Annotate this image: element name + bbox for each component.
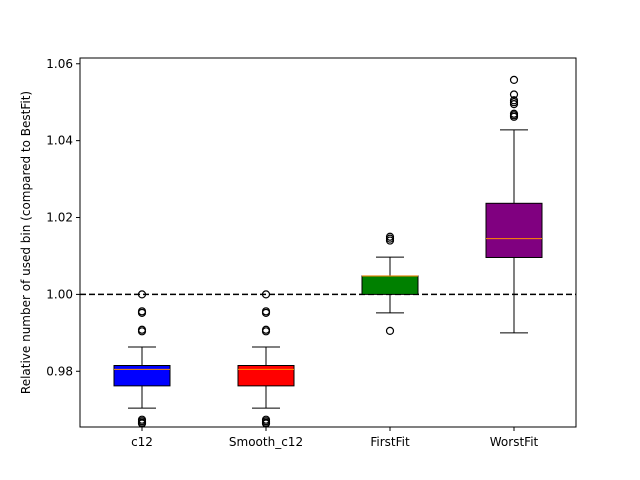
y-axis-label: Relative number of used bin (compared to… xyxy=(19,91,33,394)
outlier-point xyxy=(137,307,147,316)
box-c12 xyxy=(113,290,171,428)
y-tick-label: 0.98 xyxy=(46,364,73,378)
box-firstfit xyxy=(361,232,419,336)
outlier-point xyxy=(509,90,519,99)
box-iqr xyxy=(237,365,295,387)
outlier-point xyxy=(385,326,395,336)
box-iqr xyxy=(113,365,171,387)
outlier-point xyxy=(137,325,147,334)
box-iqr xyxy=(485,202,543,258)
y-tick-label: 1.04 xyxy=(46,134,73,148)
y-tick-label: 1.00 xyxy=(46,287,73,301)
x-tick-label: WorstFit xyxy=(490,435,539,449)
outlier-point xyxy=(509,109,519,118)
x-tick-label: Smooth_c12 xyxy=(229,435,303,449)
outlier-point xyxy=(385,232,395,241)
boxes xyxy=(113,75,543,428)
outlier-point xyxy=(261,415,271,424)
box-iqr xyxy=(361,275,419,295)
x-tick-label: c12 xyxy=(131,435,153,449)
outlier-point xyxy=(261,290,271,299)
box-worstfit xyxy=(485,75,543,334)
outlier-point xyxy=(261,307,271,316)
outlier-point xyxy=(261,325,271,334)
outlier-point xyxy=(509,96,519,105)
box-smooth-c12 xyxy=(237,290,295,428)
axes: 0.98 1.00 1.02 1.04 1.06 c12 Smooth_c12 FirstFi… xyxy=(46,57,577,449)
y-tick-label: 1.06 xyxy=(46,57,73,71)
y-tick-label: 1.02 xyxy=(46,211,73,225)
outlier-point xyxy=(137,415,147,424)
outlier-point xyxy=(509,75,519,85)
x-tick-label: FirstFit xyxy=(370,435,410,449)
plot-frame xyxy=(79,57,577,428)
outlier-point xyxy=(137,290,147,299)
